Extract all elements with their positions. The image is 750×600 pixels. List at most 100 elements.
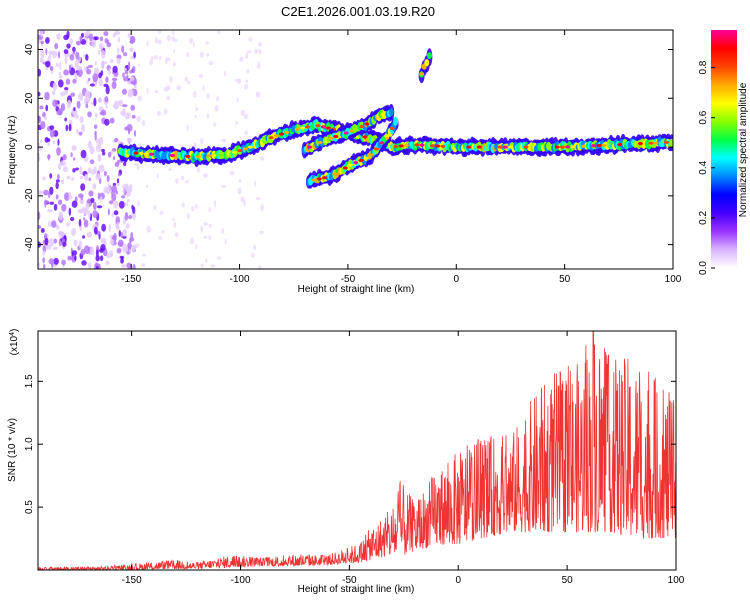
noise-speck bbox=[175, 178, 179, 184]
noise-speck bbox=[101, 223, 107, 232]
noise-speck bbox=[79, 199, 85, 204]
ridge-core bbox=[242, 147, 248, 151]
noise-speck bbox=[130, 80, 136, 85]
noise-speck bbox=[43, 189, 49, 196]
noise-speck bbox=[221, 228, 225, 235]
noise-speck bbox=[103, 186, 109, 194]
noise-speck bbox=[74, 59, 79, 68]
snr-y-multiplier-base: (x10 bbox=[9, 335, 20, 355]
x-tick-label: 0 bbox=[453, 274, 459, 285]
noise-speck bbox=[93, 166, 97, 173]
spectrogram-y-axis: -40 -20 0 20 40 bbox=[24, 44, 673, 252]
noise-speck bbox=[122, 187, 125, 196]
noise-speck bbox=[78, 92, 84, 102]
snr-series-line bbox=[38, 331, 676, 570]
noise-speck bbox=[129, 70, 133, 74]
ridge-core bbox=[273, 134, 279, 138]
ridge-body bbox=[388, 108, 394, 117]
noise-speck bbox=[66, 175, 71, 180]
noise-speck bbox=[221, 184, 227, 189]
ridge-core bbox=[389, 126, 395, 131]
noise-speck bbox=[81, 260, 87, 266]
noise-speck bbox=[56, 147, 61, 156]
noise-speck bbox=[106, 175, 110, 183]
noise-speck bbox=[46, 138, 51, 142]
noise-speck bbox=[151, 55, 154, 61]
noise-speck bbox=[92, 73, 99, 83]
noise-speck bbox=[57, 50, 61, 59]
ridge-core bbox=[419, 143, 425, 147]
noise-speck bbox=[93, 97, 97, 107]
noise-speck bbox=[131, 114, 136, 119]
noise-speck bbox=[100, 243, 106, 251]
noise-speck bbox=[82, 235, 86, 239]
y-tick-label: 1.0 bbox=[24, 437, 35, 451]
noise-speck bbox=[108, 200, 114, 205]
noise-speck bbox=[213, 199, 217, 207]
noise-speck bbox=[68, 207, 72, 216]
noise-speck bbox=[89, 247, 95, 256]
noise-speck bbox=[194, 115, 197, 119]
y-tick-label: 1.5 bbox=[24, 374, 35, 388]
noise-speck bbox=[98, 42, 104, 51]
noise-speck bbox=[186, 212, 190, 219]
noise-speck bbox=[240, 196, 245, 203]
noise-speck bbox=[127, 199, 130, 203]
noise-speck bbox=[105, 85, 110, 95]
noise-speck bbox=[131, 65, 136, 74]
noise-speck bbox=[154, 36, 158, 44]
noise-speck bbox=[184, 76, 189, 82]
ridge-core bbox=[332, 172, 338, 176]
ridge-core bbox=[523, 145, 529, 149]
noise-speck bbox=[108, 250, 114, 258]
noise-speck bbox=[104, 118, 110, 126]
noise-speck bbox=[95, 143, 102, 153]
snr-x-axis: -150 -100 -50 0 50 100 bbox=[122, 331, 685, 586]
ridge-body bbox=[424, 59, 430, 67]
noise-speck bbox=[149, 59, 154, 66]
noise-speck bbox=[70, 92, 76, 97]
noise-speck bbox=[153, 55, 159, 60]
ridge-core bbox=[284, 130, 290, 134]
noise-speck bbox=[53, 238, 58, 244]
noise-speck bbox=[69, 37, 73, 45]
noise-speck bbox=[208, 206, 211, 213]
noise-speck bbox=[257, 42, 262, 47]
ridge-core bbox=[368, 153, 374, 157]
noise-speck bbox=[126, 262, 132, 269]
ridge-core bbox=[316, 177, 322, 181]
noise-speck bbox=[47, 220, 51, 228]
noise-speck bbox=[75, 167, 79, 171]
noise-speck bbox=[243, 114, 249, 120]
ridge-core bbox=[185, 154, 191, 158]
colorbar-tick-label: 0.0 bbox=[698, 261, 709, 275]
noise-speck bbox=[67, 99, 72, 109]
ridge-core bbox=[476, 145, 482, 149]
noise-speck bbox=[221, 138, 227, 143]
noise-speck bbox=[130, 55, 134, 60]
noise-speck bbox=[97, 192, 101, 200]
noise-speck bbox=[192, 90, 197, 98]
noise-speck bbox=[195, 243, 198, 250]
noise-speck bbox=[105, 104, 108, 109]
noise-speck bbox=[217, 30, 221, 35]
noise-speck bbox=[91, 39, 97, 48]
noise-speck bbox=[129, 47, 134, 52]
noise-speck bbox=[83, 32, 90, 37]
noise-speck bbox=[95, 254, 100, 262]
noise-speck bbox=[45, 47, 48, 55]
noise-speck bbox=[206, 93, 210, 99]
noise-speck bbox=[210, 264, 216, 268]
ridge-upper-branch bbox=[301, 104, 395, 159]
ridge-core bbox=[348, 129, 354, 133]
noise-speck bbox=[129, 185, 133, 193]
ridge-core bbox=[414, 143, 420, 147]
noise-speck bbox=[72, 157, 76, 161]
noise-speck bbox=[94, 61, 97, 66]
ridge-core bbox=[507, 145, 513, 149]
noise-speck bbox=[186, 80, 191, 85]
noise-speck bbox=[68, 191, 72, 199]
ridge-faint-trace bbox=[418, 48, 433, 84]
noise-speck bbox=[126, 201, 129, 207]
ridge-core bbox=[497, 145, 503, 149]
